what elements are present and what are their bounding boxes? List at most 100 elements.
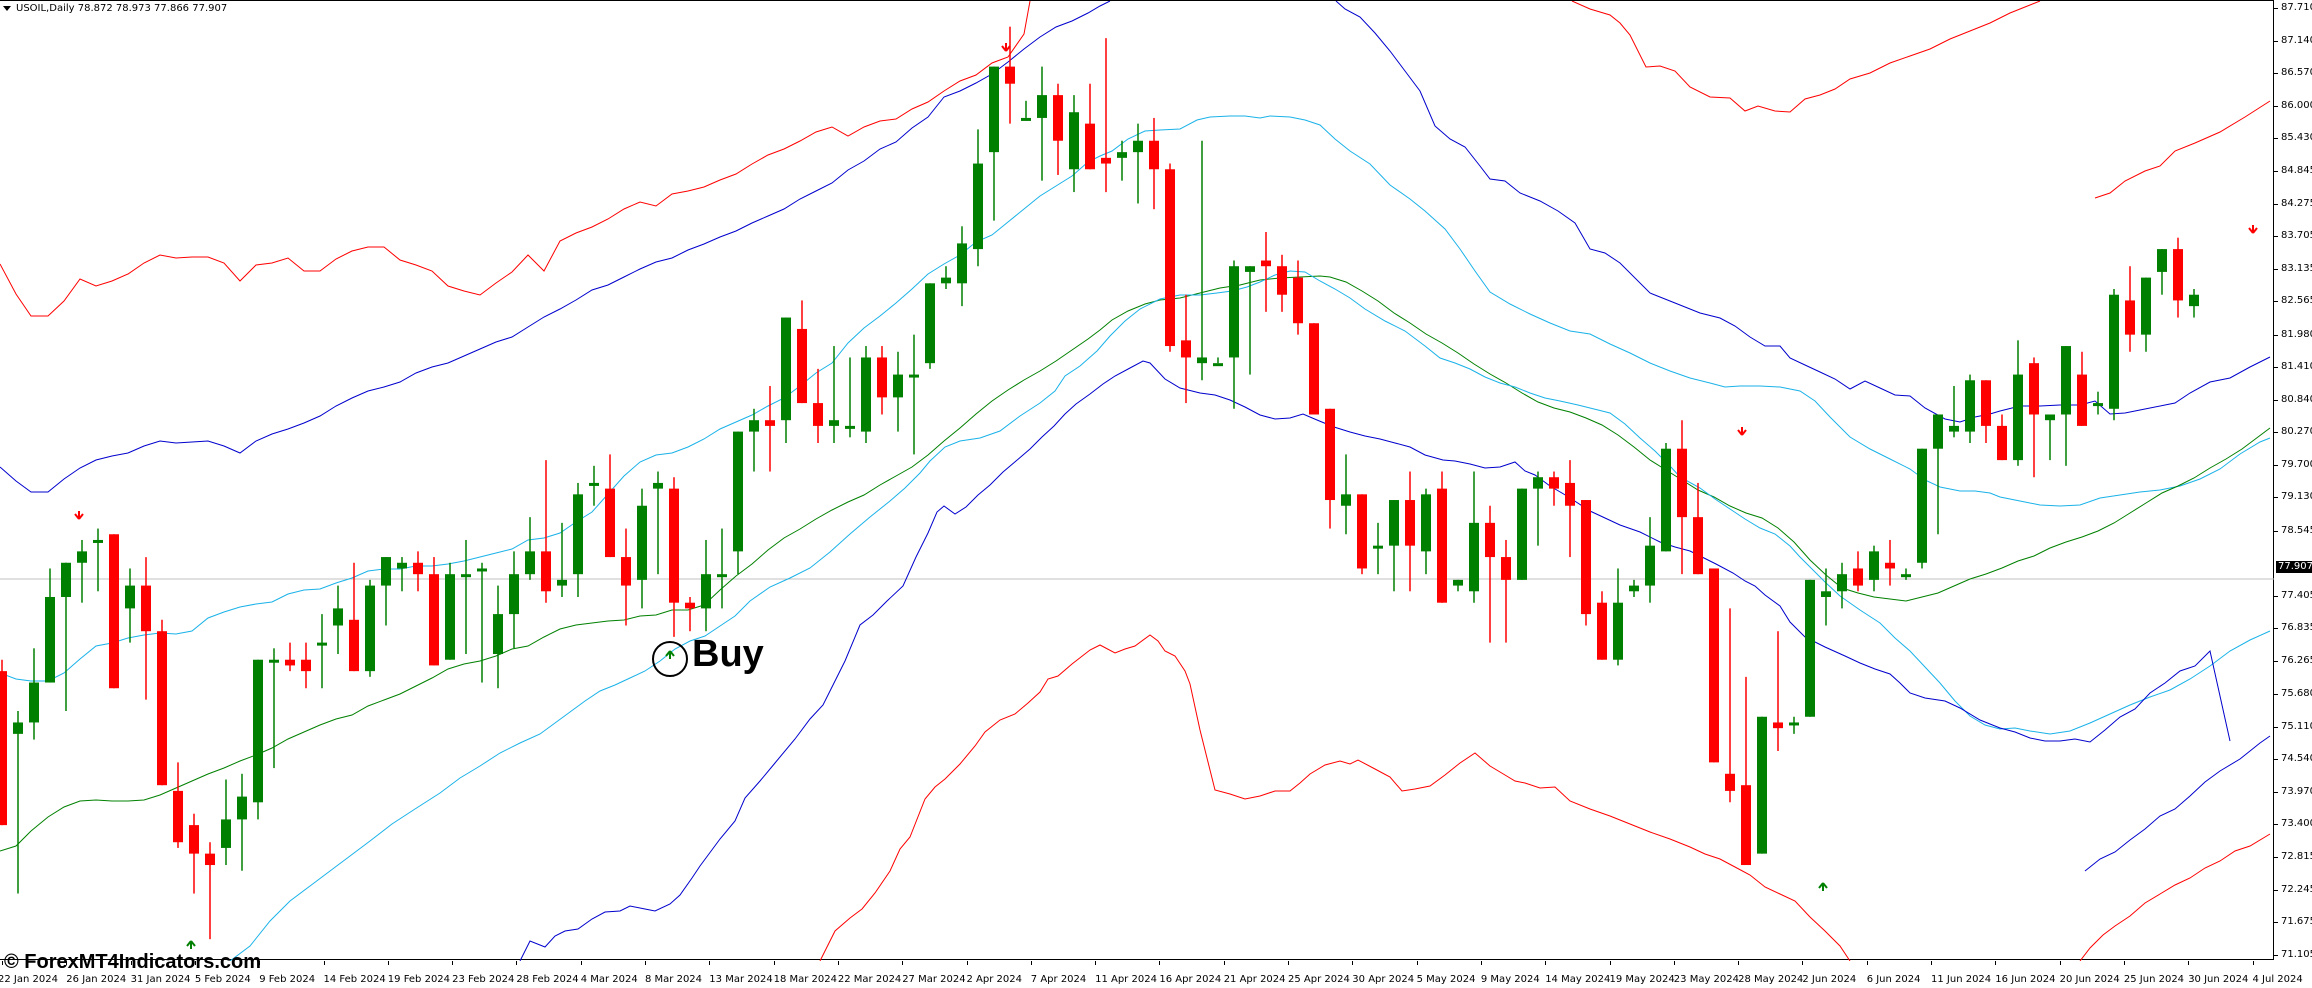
candle [189, 825, 199, 854]
price-tick [2274, 922, 2278, 924]
chart-area[interactable]: USOIL,Daily 78.872 78.973 77.866 77.907 … [0, 0, 2274, 973]
candle [1421, 494, 1431, 552]
price-label: 84.275 [2281, 197, 2312, 209]
outer-upper-band [0, 1, 1031, 317]
time-label: 21 Apr 2024 [1223, 974, 1286, 985]
time-tick [580, 961, 582, 965]
candle [445, 574, 455, 660]
price-tick [2274, 40, 2278, 42]
time-label: 14 May 2024 [1545, 974, 1611, 985]
candle [605, 488, 615, 558]
candle [1565, 482, 1575, 506]
price-tick [2274, 464, 2278, 466]
price-label: 79.130 [2281, 491, 2312, 503]
candle [2189, 294, 2199, 307]
candle [1277, 266, 1287, 295]
center-line [0, 275, 2271, 852]
price-label: 74.540 [2281, 753, 2312, 765]
time-label: 26 Jan 2024 [66, 974, 127, 985]
candle [749, 420, 759, 432]
price-tick [2274, 595, 2278, 597]
candle [733, 431, 743, 552]
price-tick [2274, 857, 2278, 859]
candle [1837, 574, 1847, 592]
candle [1581, 500, 1591, 615]
candle [29, 682, 39, 723]
candle [2109, 294, 2119, 409]
candle [557, 579, 567, 586]
candle [2061, 346, 2071, 415]
candle [205, 853, 215, 866]
candle [1757, 716, 1767, 854]
price-tick [2274, 694, 2278, 696]
candle [1645, 545, 1655, 586]
candle [845, 425, 855, 429]
price-label: 83.135 [2281, 262, 2312, 274]
candle [1901, 574, 1911, 578]
time-label: 28 Feb 2024 [516, 974, 579, 985]
candle [1373, 545, 1383, 549]
candle [509, 574, 519, 615]
price-label: 73.400 [2281, 818, 2312, 830]
sell-arrow-icon [1737, 427, 1747, 436]
candle [1629, 585, 1639, 592]
time-tick [1288, 961, 1289, 965]
dropdown-triangle-icon[interactable] [3, 5, 11, 11]
candle [1933, 414, 1943, 449]
candle [285, 659, 295, 666]
candle [1293, 277, 1303, 324]
candle [109, 534, 119, 689]
price-label: 77.405 [2281, 589, 2312, 601]
time-tick [323, 961, 325, 965]
candle [925, 283, 935, 364]
time-label: 22 Jan 2024 [0, 974, 58, 985]
time-tick [966, 961, 968, 965]
candle [1997, 425, 2007, 461]
price-label: 82.565 [2281, 295, 2312, 307]
candle [1037, 95, 1047, 118]
price-label: 84.845 [2281, 165, 2312, 177]
time-label: 14 Feb 2024 [323, 974, 386, 985]
time-label: 28 May 2024 [1738, 974, 1804, 985]
price-label: 81.980 [2281, 328, 2312, 340]
candle [317, 642, 327, 646]
time-tick [837, 961, 839, 965]
candle [477, 568, 487, 572]
candle [1869, 551, 1879, 580]
candle [1229, 266, 1239, 358]
sell-arrow-icon [2248, 225, 2258, 234]
time-tick [902, 961, 904, 965]
candle [13, 722, 23, 734]
time-tick [2252, 961, 2254, 965]
time-tick [452, 961, 454, 965]
candle [1245, 266, 1255, 272]
outer-lower-band-right [2079, 833, 2271, 961]
time-label: 8 Mar 2024 [645, 974, 703, 985]
price-tick [2274, 301, 2278, 303]
buy-arrow-icon [665, 650, 675, 659]
time-label: 30 Jun 2024 [2188, 974, 2249, 985]
time-tick [2, 961, 3, 965]
candle [1101, 157, 1111, 164]
price-label: 72.245 [2281, 883, 2312, 895]
price-label: 80.270 [2281, 426, 2312, 438]
price-tick [2274, 367, 2278, 369]
candle [1389, 500, 1399, 546]
candle [93, 539, 103, 543]
time-tick [1995, 961, 1997, 965]
time-label: 5 May 2024 [1416, 974, 1476, 985]
signal-arrows [74, 43, 2258, 949]
candle [1853, 568, 1863, 586]
time-tick [1738, 961, 1740, 965]
price-tick [2274, 268, 2278, 270]
outer-upper-band-right [1571, 1, 2041, 113]
price-tick [2274, 8, 2278, 9]
price-label: 87.710 [2281, 2, 2312, 13]
time-tick [1352, 961, 1354, 965]
candle [461, 574, 471, 578]
candle [1197, 357, 1207, 364]
price-tick [2274, 203, 2278, 205]
price-chart[interactable] [0, 1, 2274, 961]
time-label: 16 Apr 2024 [1159, 974, 1222, 985]
candle [2125, 300, 2135, 335]
